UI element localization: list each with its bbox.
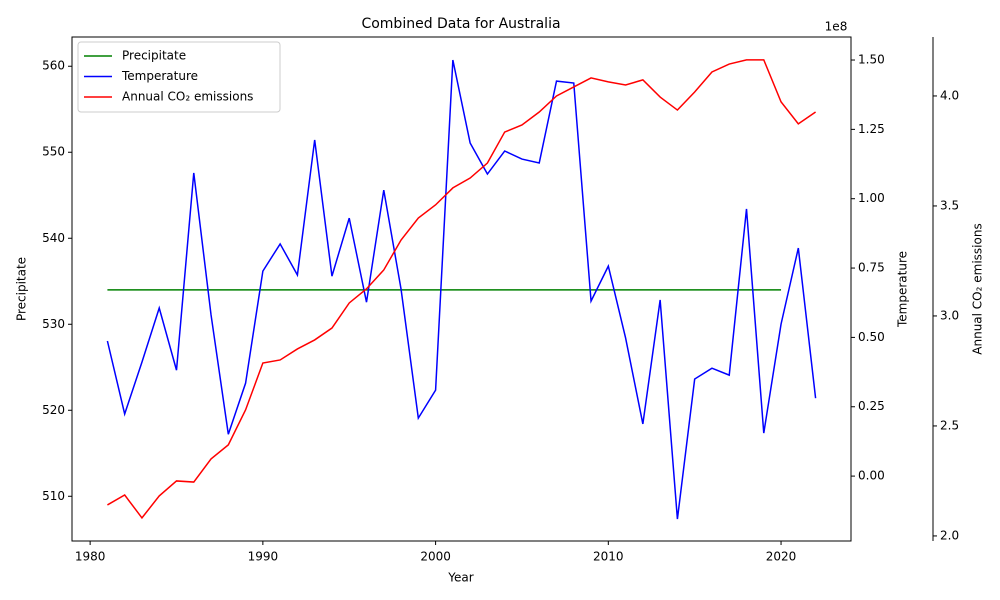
y2-axis-label: Temperature xyxy=(896,251,910,328)
y3-tick-label: 2.5 xyxy=(940,418,959,432)
y2-tick-label: 0.50 xyxy=(858,330,885,344)
y-tick-label: 510 xyxy=(42,489,65,503)
legend-label: Annual CO₂ emissions xyxy=(122,90,253,104)
y2-tick-label: 1.00 xyxy=(858,191,885,205)
y-tick-label: 540 xyxy=(42,231,65,245)
x-tick-label: 1990 xyxy=(248,550,279,564)
y-tick-label: 550 xyxy=(42,145,65,159)
y2-tick-label: 1.25 xyxy=(858,122,885,136)
y3-axis-label: Annual CO₂ emissions xyxy=(971,223,985,354)
series-line xyxy=(106,59,817,520)
y3-tick-label: 3.0 xyxy=(940,308,959,322)
y-tick-label: 530 xyxy=(42,317,65,331)
y3-tick-label: 2.0 xyxy=(940,528,959,542)
x-tick-label: 2010 xyxy=(593,550,624,564)
y-tick-label: 520 xyxy=(42,403,65,417)
y2-tick-label: 0.75 xyxy=(858,261,885,275)
legend-label: Temperature xyxy=(121,69,198,83)
chart-title: Combined Data for Australia xyxy=(361,16,560,32)
y-axis-label: Precipitate xyxy=(15,257,29,321)
x-axis-label: Year xyxy=(447,571,473,585)
plot-frame xyxy=(71,36,852,542)
x-tick-label: 2020 xyxy=(766,550,797,564)
y3-tick-label: 3.5 xyxy=(940,198,959,212)
y2-tick-label: 1.50 xyxy=(858,53,885,67)
y2-tick-label: 0.00 xyxy=(858,469,885,483)
x-tick-label: 2000 xyxy=(420,550,451,564)
y3-tick-label: 4.0 xyxy=(940,88,959,102)
legend-box xyxy=(77,41,281,113)
y2-tick-label: 0.25 xyxy=(858,399,885,413)
series-line xyxy=(107,59,817,520)
legend-label: Precipitate xyxy=(122,49,186,63)
y2-offset-label: 1e8 xyxy=(825,20,848,34)
x-tick-label: 1980 xyxy=(75,550,106,564)
y-tick-label: 560 xyxy=(42,59,65,73)
